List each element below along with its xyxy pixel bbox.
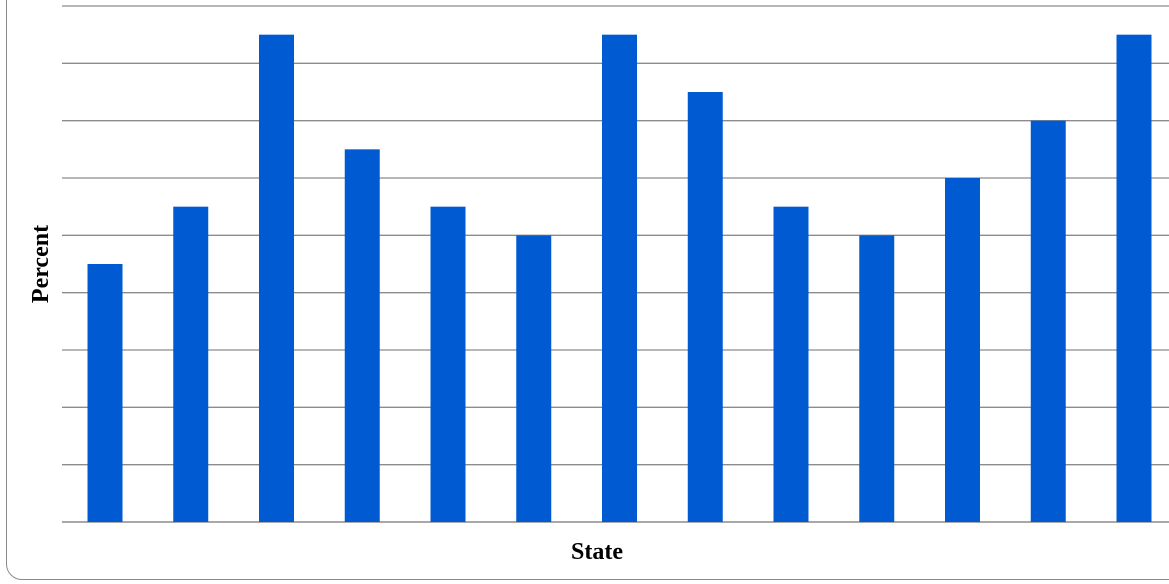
bar-3: [259, 34, 294, 523]
bar-9: [773, 206, 809, 522]
bar-7: [602, 34, 637, 523]
y-axis-title: Percent: [28, 225, 54, 303]
bars: [87, 34, 1152, 523]
bar-11: [945, 178, 980, 522]
bar-10: [859, 235, 895, 523]
bar-5: [430, 206, 466, 522]
bar-8: [687, 92, 723, 522]
bar-1: [87, 264, 123, 522]
x-axis-title: State: [571, 539, 623, 565]
bar-13: [1116, 34, 1152, 523]
bar-2: [173, 206, 209, 522]
bar-4: [344, 149, 380, 523]
bar-12: [1030, 120, 1066, 523]
bar-6: [516, 235, 552, 523]
